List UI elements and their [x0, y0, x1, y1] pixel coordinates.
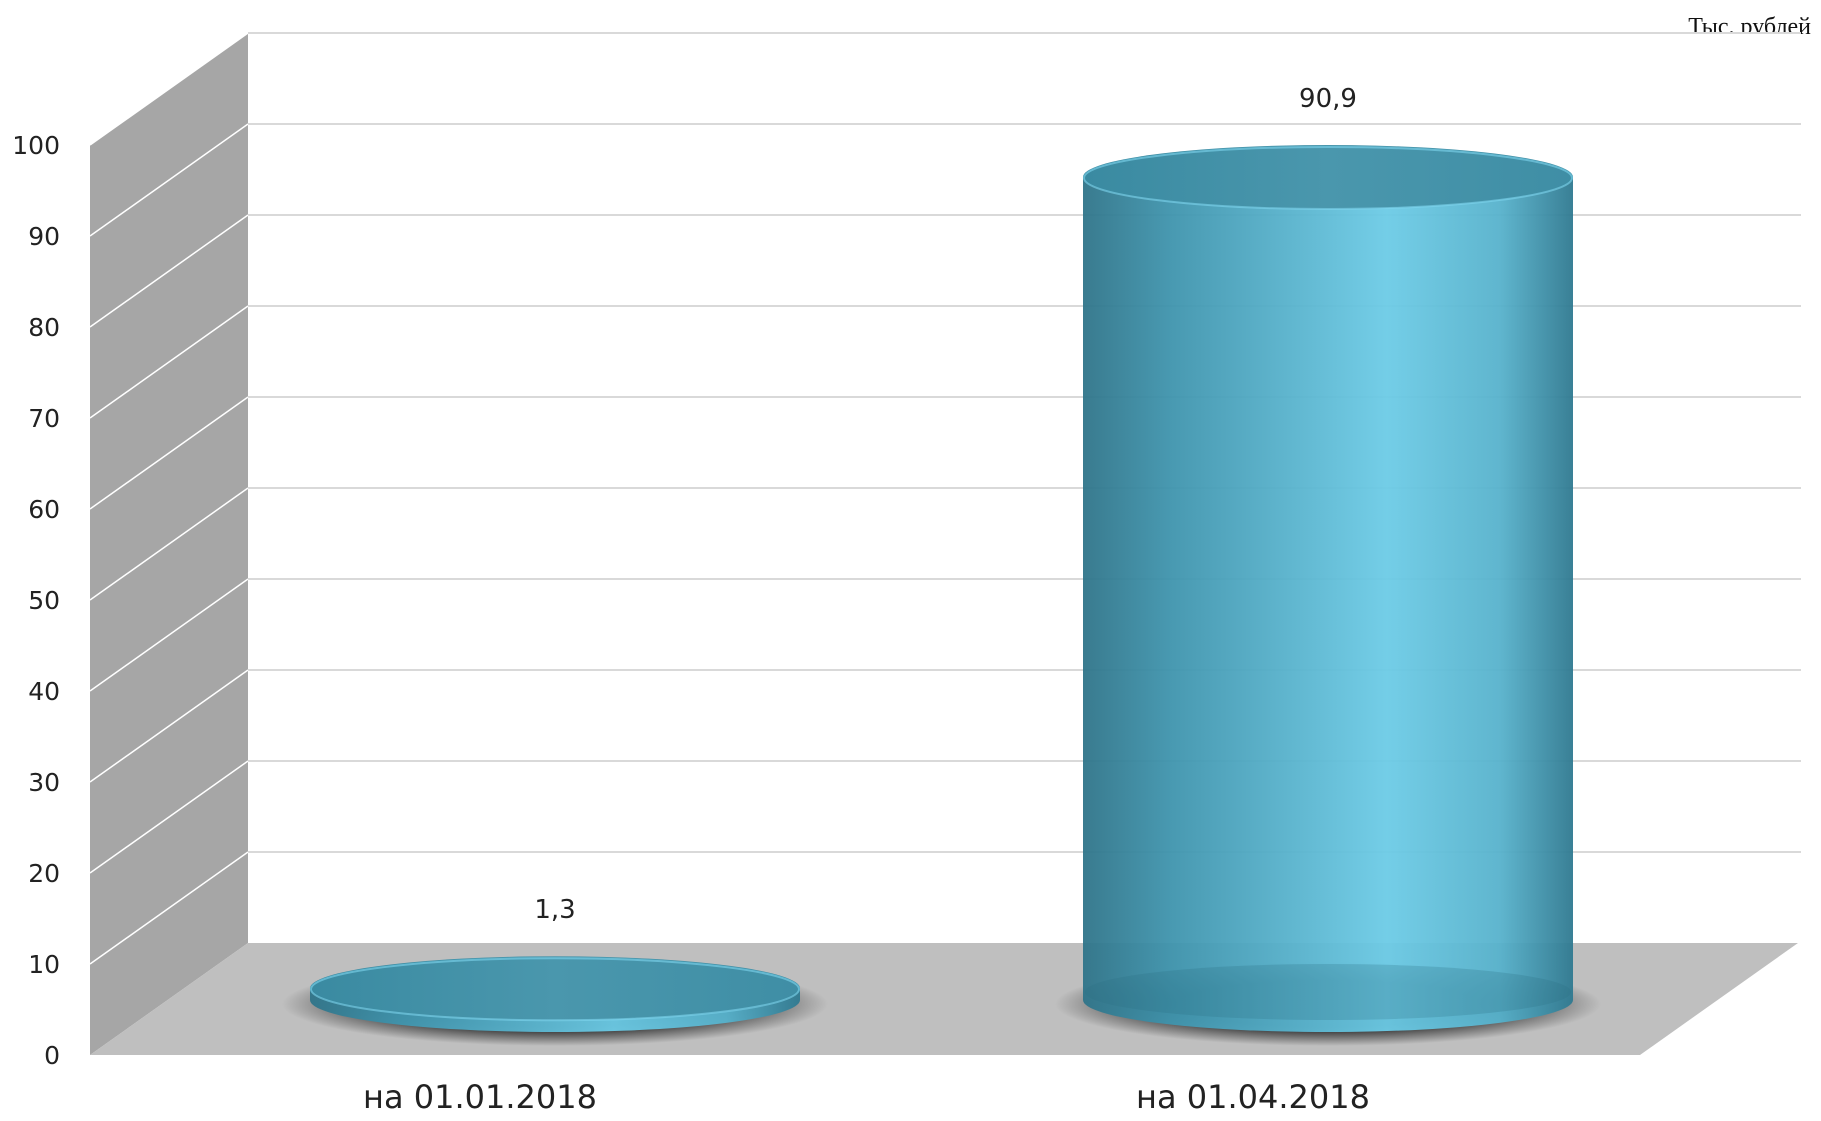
y-tick-label: 90	[28, 222, 60, 251]
bar	[1083, 177, 1573, 1032]
wall-gridline	[89, 851, 249, 965]
wall-gridline	[89, 214, 249, 328]
wall-gridline	[89, 669, 249, 783]
bars: 1,3 90,9	[282, 84, 1601, 1046]
bar-top-highlight	[310, 957, 800, 1022]
bar-base	[1085, 964, 1571, 1020]
wall-gridline	[89, 123, 249, 237]
y-tick-label: 30	[28, 768, 60, 797]
y-tick-label: 10	[28, 950, 60, 979]
x-category-label: на 01.04.2018	[1136, 1078, 1370, 1116]
y-tick-label: 40	[28, 677, 60, 706]
bar-top-highlight	[1083, 146, 1573, 210]
y-tick-label: 20	[28, 859, 60, 888]
bar-top	[310, 956, 800, 1021]
data-label: 90,9	[1299, 84, 1357, 114]
y-tick-label: 0	[44, 1041, 60, 1070]
x-category-label: на 01.01.2018	[363, 1078, 597, 1116]
data-label: 1,3	[534, 895, 575, 925]
y-tick-label: 60	[28, 495, 60, 524]
wall-gridline	[89, 487, 249, 601]
wall-gridline	[89, 396, 249, 510]
bar-top	[1083, 145, 1573, 209]
y-tick-label: 80	[28, 313, 60, 342]
wall-gridline	[89, 305, 249, 419]
y-axis: 0 10 20 30 40 50 60 70 80 90 100	[12, 131, 60, 1070]
wall-gridline	[89, 760, 249, 874]
y-tick-label: 100	[12, 131, 60, 160]
wall-gridline	[89, 32, 249, 146]
y-tick-label: 50	[28, 586, 60, 615]
y-tick-label: 70	[28, 404, 60, 433]
wall-gridline	[89, 578, 249, 692]
x-axis: на 01.01.2018 на 01.04.2018	[363, 1078, 1370, 1116]
